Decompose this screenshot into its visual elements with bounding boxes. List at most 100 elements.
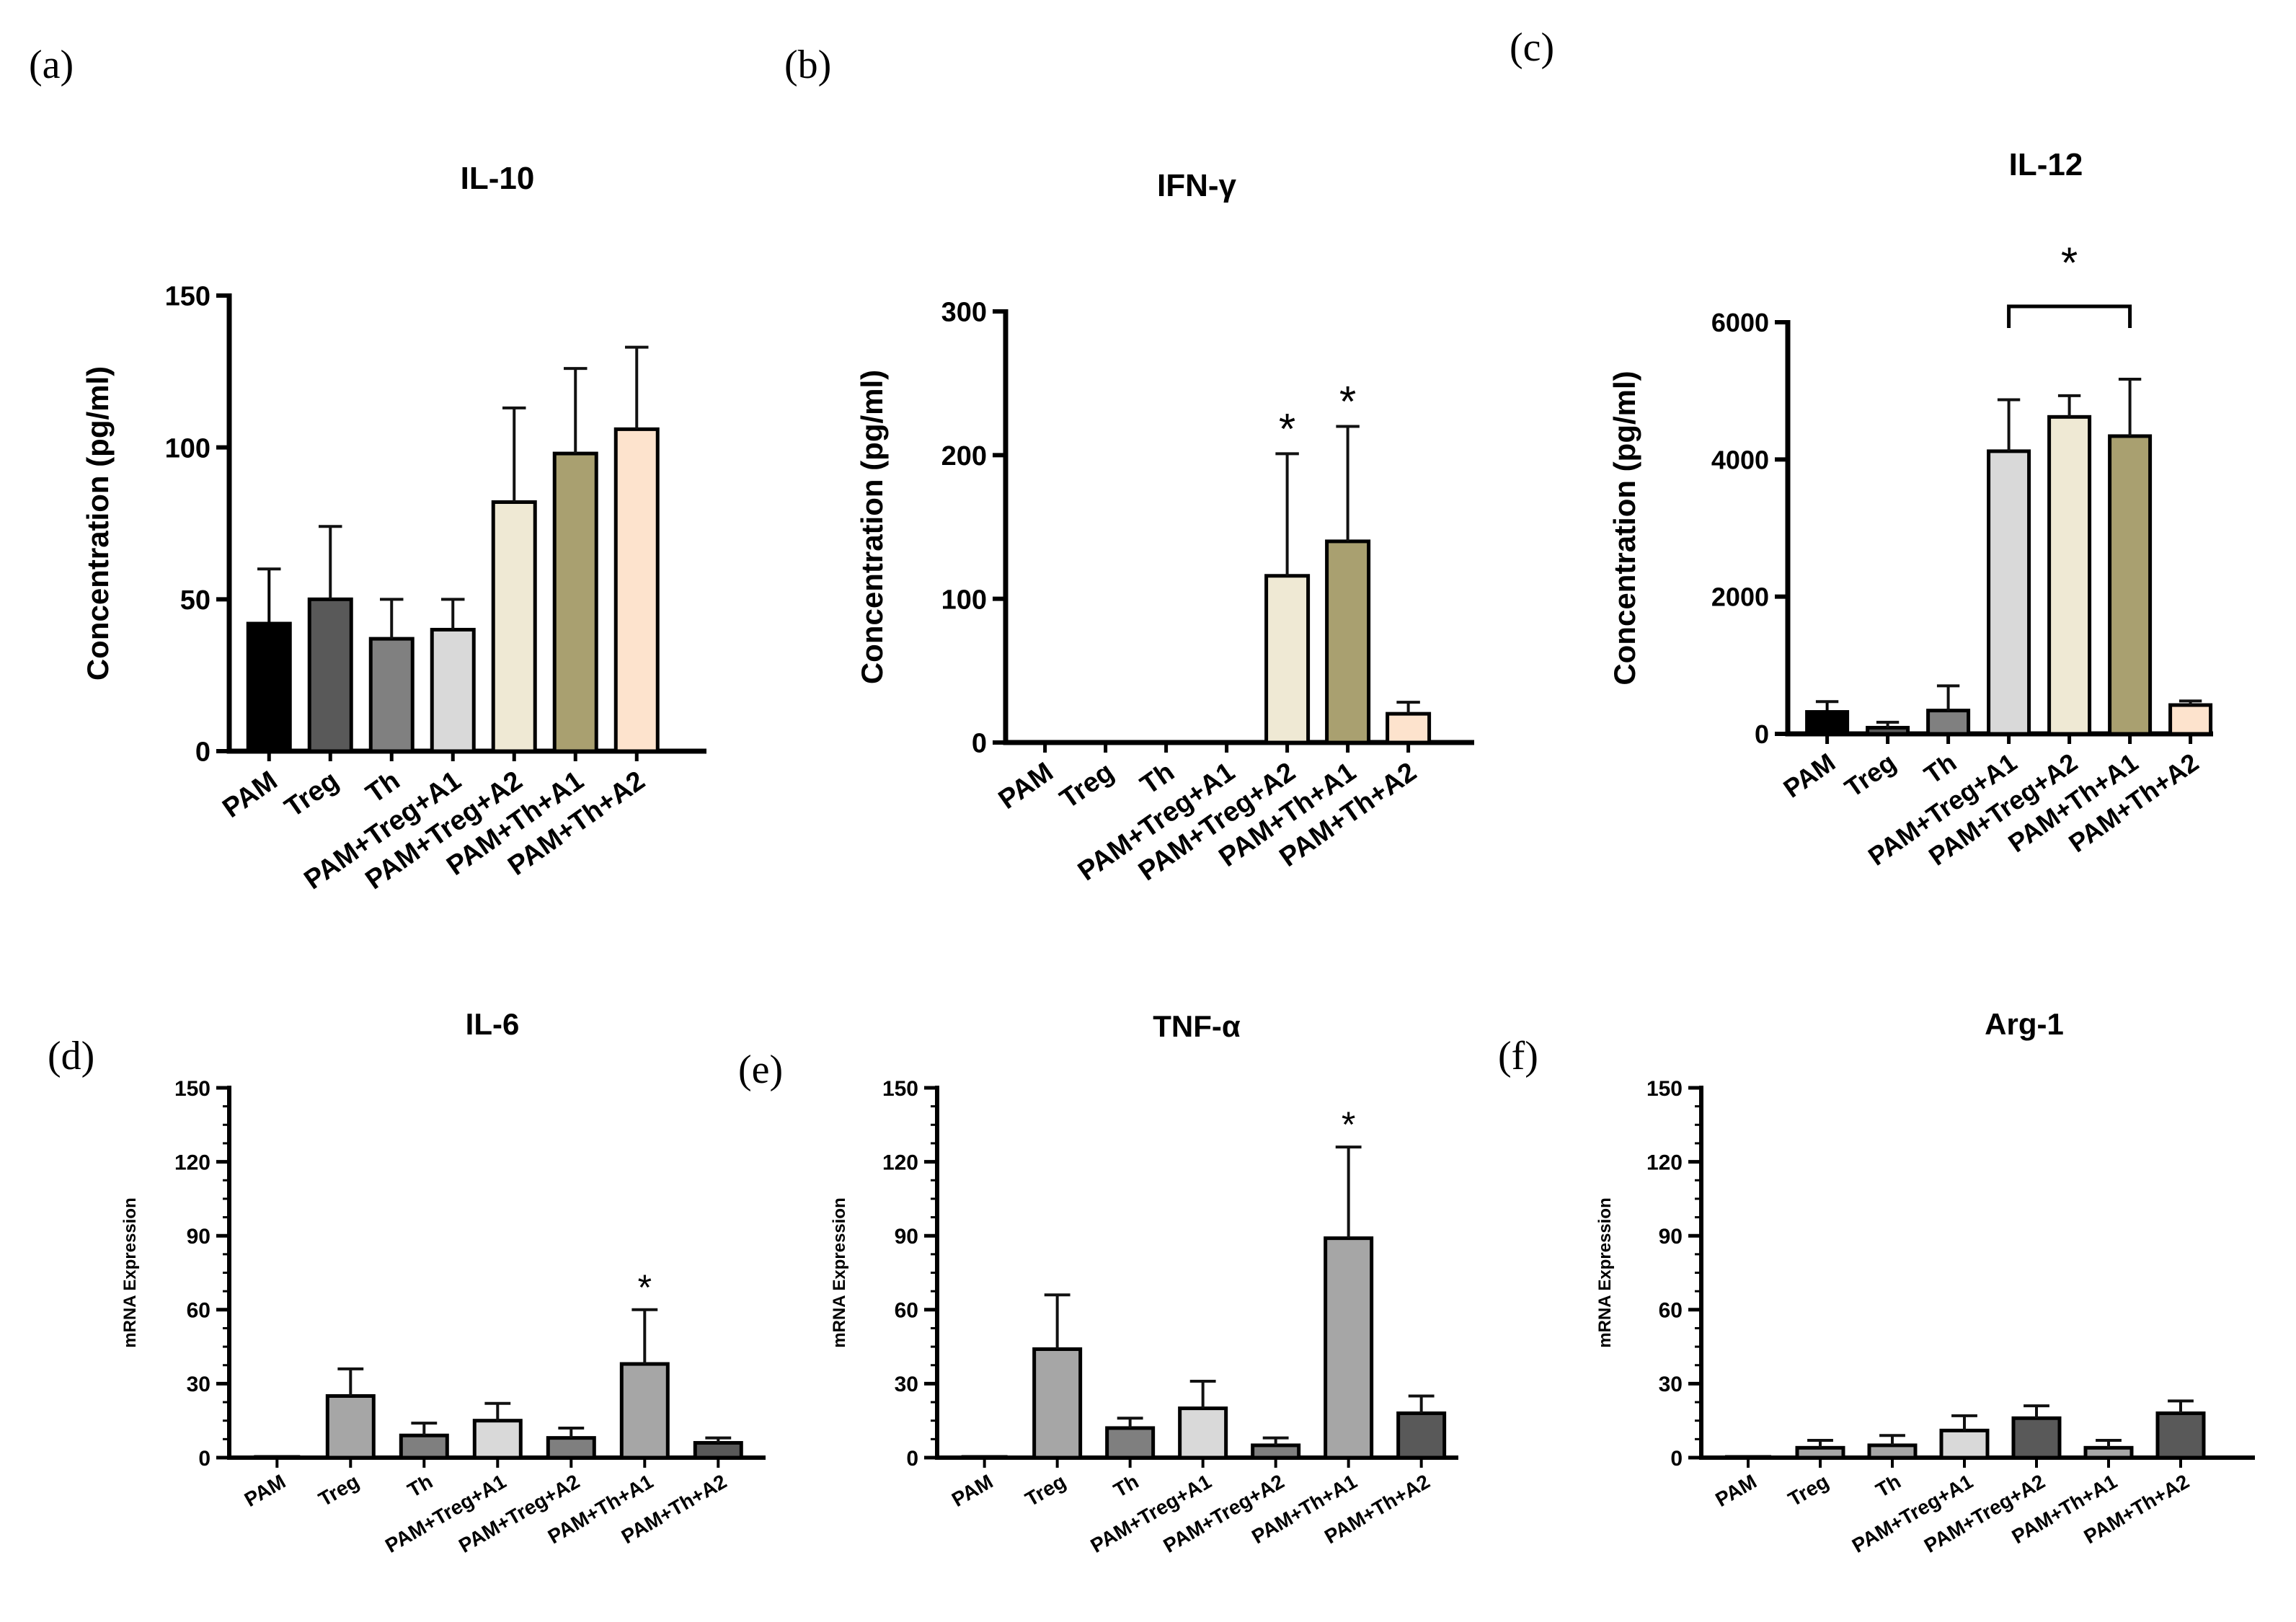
panel-letter: (a) <box>29 43 74 87</box>
y-axis-label: Concentration (pg/ml) <box>81 366 115 681</box>
bar-PAM+Th+A1 <box>552 451 598 753</box>
bar-Treg <box>307 597 353 753</box>
chart-title: IL-10 <box>461 161 535 196</box>
y-tick-label: 30 <box>187 1373 210 1396</box>
bar-Th <box>1105 1426 1156 1460</box>
x-category-label: PAM <box>993 757 1059 815</box>
bar-PAM+Treg+A2 <box>491 500 537 753</box>
y-tick-label: 90 <box>1659 1225 1683 1249</box>
bar-Treg <box>1032 1347 1083 1460</box>
y-axis-label: mRNA Expression <box>1595 1197 1615 1348</box>
y-tick-label: 150 <box>165 282 210 312</box>
bar-PAM+Treg+A1 <box>472 1419 523 1460</box>
y-tick-label: 60 <box>895 1299 918 1323</box>
x-category-label: PAM <box>1778 748 1840 804</box>
x-category-label: PAM <box>217 766 283 824</box>
bar-PAM+Treg+A2 <box>1264 574 1311 745</box>
bar-PAM+Th+A2 <box>2168 703 2213 736</box>
chart-panel-d: (d) IL-6 0 30 60 90 120 150 mRNA Expression PAM Tr… <box>48 1007 766 1557</box>
x-category-label: PAM+Treg+A2 <box>1160 1470 1288 1557</box>
panel-letter: (f) <box>1498 1034 1538 1078</box>
significance-label: * <box>1342 1104 1355 1145</box>
panel-letter: (d) <box>48 1034 94 1078</box>
bar-PAM+Th+A2 <box>613 427 660 753</box>
bar-Th <box>368 637 415 753</box>
x-category-label: Treg <box>1784 1470 1832 1510</box>
y-tick-label: 90 <box>187 1225 210 1249</box>
bar-PAM+Treg+A1 <box>1178 1406 1228 1460</box>
x-category-label: PAM+Treg+A1 <box>381 1470 510 1557</box>
x-category-label: Treg <box>1021 1470 1070 1510</box>
y-tick-label: 60 <box>1659 1299 1683 1323</box>
bar-Treg <box>325 1394 376 1460</box>
y-tick-label: 0 <box>198 1447 210 1471</box>
y-tick-label: 90 <box>895 1225 918 1249</box>
chart-panel-b: (b) IFN-γ 0 100 200 300 Concentration (pg/ml) P… <box>784 43 1474 887</box>
y-tick-label: 120 <box>1646 1151 1683 1174</box>
bar-PAM+Treg+A2 <box>2047 415 2092 736</box>
chart-panel-c: (c) IL-12 0 2000 4000 6000 Concentration (pg/m… <box>1510 25 2213 872</box>
chart-title: Arg-1 <box>1985 1007 2064 1041</box>
significance-label: * <box>2061 239 2078 287</box>
y-tick-label: 150 <box>1646 1077 1683 1101</box>
x-category-label: PAM+Treg+A1 <box>1087 1470 1215 1557</box>
y-tick-label: 200 <box>941 441 987 471</box>
x-category-label: Th <box>404 1470 436 1502</box>
chart-title: TNF-α <box>1153 1009 1241 1043</box>
x-category-label: PAM <box>241 1470 290 1511</box>
y-tick-label: 150 <box>174 1077 210 1101</box>
bar-PAM+Th+A1 <box>1325 539 1371 745</box>
bar-PAM+Th+A1 <box>1324 1236 1374 1460</box>
panel-letter: (e) <box>738 1047 783 1092</box>
chart-panel-a: (a) IL-10 0 50 100 150 Concentration (pg/ml) PA… <box>29 43 706 895</box>
y-tick-label: 100 <box>165 433 210 464</box>
x-category-label: PAM <box>1711 1470 1760 1511</box>
bar-Th <box>399 1433 449 1460</box>
bar-PAM <box>1805 710 1850 736</box>
bar-PAM+Th+A2 <box>2155 1411 2206 1460</box>
y-tick-label: 0 <box>972 729 987 759</box>
y-tick-label: 4000 <box>1711 445 1769 474</box>
x-category-label: PAM+Treg+A2 <box>1920 1470 2049 1557</box>
y-axis-label: mRNA Expression <box>120 1197 140 1348</box>
x-category-label: PAM+Treg+A1 <box>1848 1470 1977 1557</box>
y-axis-label: Concentration (pg/ml) <box>855 370 889 684</box>
y-tick-label: 0 <box>1670 1447 1683 1471</box>
y-tick-label: 100 <box>941 585 987 615</box>
bar-PAM+Th+A1 <box>619 1362 670 1460</box>
y-tick-label: 2000 <box>1711 582 1769 612</box>
bar-PAM+Treg+A2 <box>546 1436 596 1460</box>
y-axis-label: Concentration (pg/ml) <box>1608 371 1641 685</box>
significance-label: * <box>1279 404 1295 453</box>
bar-PAM <box>246 621 292 753</box>
x-category-label: Treg <box>315 1470 363 1510</box>
y-tick-label: 150 <box>882 1077 918 1101</box>
bar-PAM+Treg+A2 <box>1251 1443 1301 1460</box>
bar-PAM+Treg+A1 <box>430 627 476 753</box>
y-tick-label: 30 <box>895 1373 918 1396</box>
y-tick-label: 120 <box>174 1151 210 1174</box>
significance-label: * <box>638 1267 652 1308</box>
x-category-label: Treg <box>1055 757 1120 815</box>
bar-PAM+Treg+A1 <box>1987 449 2031 736</box>
chart-panel-e: (e) TNF-α 0 30 60 90 120 150 mRNA Expression PAM T… <box>738 1009 1458 1557</box>
bar-PAM+Th+A2 <box>1396 1411 1447 1460</box>
y-tick-label: 0 <box>906 1447 918 1471</box>
x-category-label: Treg <box>280 766 345 823</box>
significance-bracket <box>2007 304 2132 328</box>
y-tick-label: 300 <box>941 298 987 328</box>
chart-title: IL-12 <box>2009 147 2083 182</box>
x-category-label: PAM <box>948 1470 997 1511</box>
y-tick-label: 6000 <box>1711 308 1769 337</box>
significance-label: * <box>1339 377 1356 425</box>
y-tick-label: 50 <box>180 585 210 616</box>
chart-title: IFN-γ <box>1157 168 1237 203</box>
bar-PAM+Treg+A1 <box>1939 1428 1990 1460</box>
bar-PAM+Th+A2 <box>1386 712 1432 745</box>
x-category-label: Treg <box>1839 748 1901 803</box>
y-tick-label: 0 <box>1755 719 1769 749</box>
panel-letter: (c) <box>1510 25 1554 70</box>
y-axis-label: mRNA Expression <box>830 1197 849 1348</box>
bar-Th <box>1926 709 1971 736</box>
chart-panel-f: (f) Arg-1 0 30 60 90 120 150 mRNA Expression PAM T… <box>1498 1007 2255 1557</box>
